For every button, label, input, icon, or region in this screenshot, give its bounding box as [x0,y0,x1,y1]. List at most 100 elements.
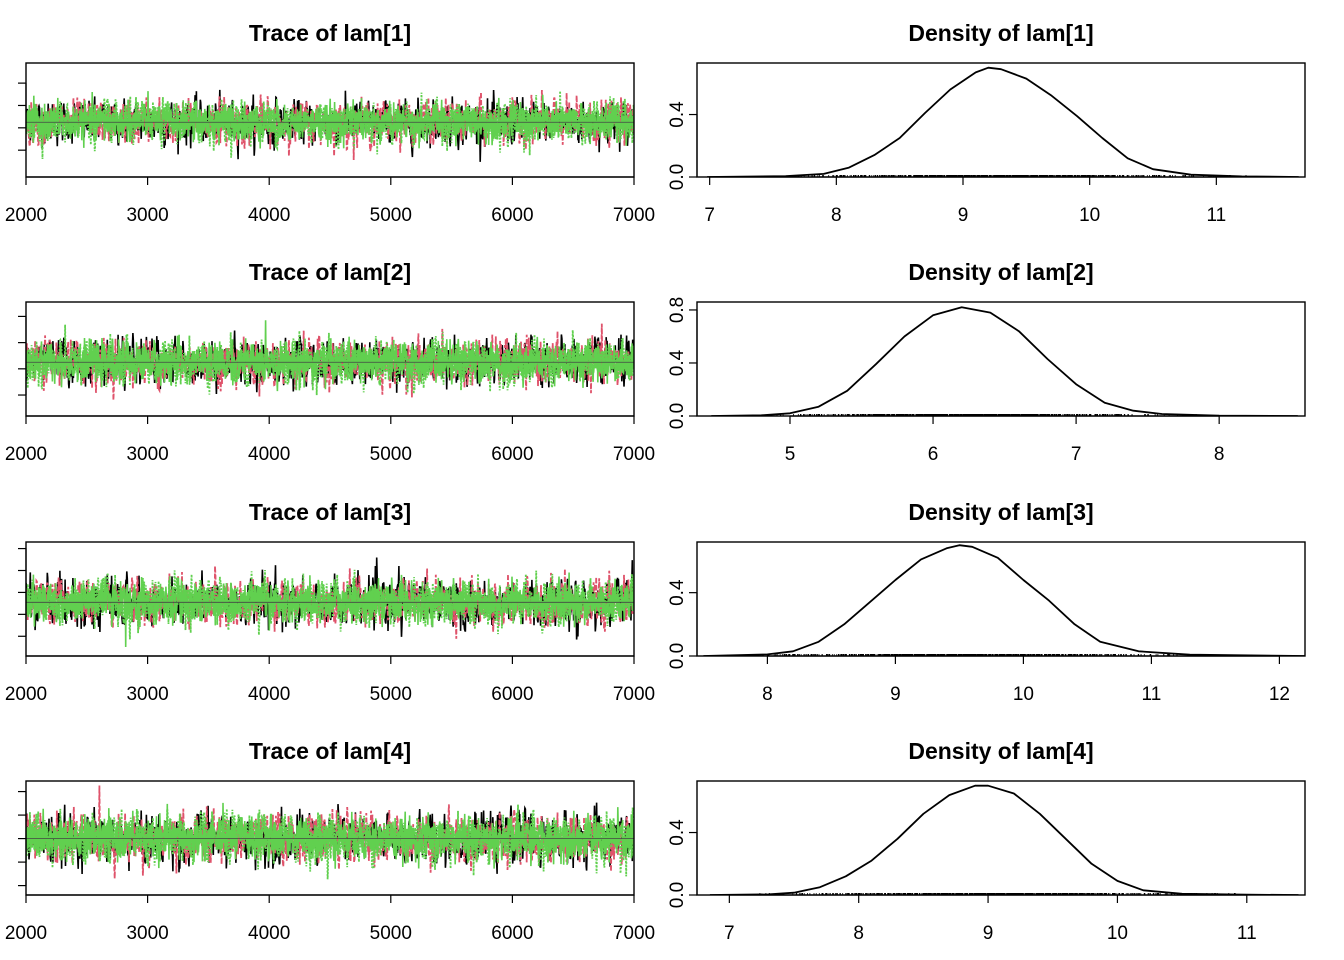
x-tick-label: 5000 [370,923,412,944]
x-tick-label: 8 [853,923,864,944]
y-axis [18,547,27,637]
x-tick-label: 4000 [248,205,290,226]
density-curve [707,66,1299,177]
panel-title: Trace of lam[2] [249,259,411,285]
x-axis: 5 6 7 8 [785,415,1225,465]
trace-overplot-chain-3 [26,802,634,869]
y-axis: 0.0 0.4 0.8 [667,297,698,429]
x-tick-label: 2000 [5,205,47,226]
plot-area [26,785,634,880]
x-tick-label: 10 [1107,923,1128,944]
x-tick-label: 11 [1206,205,1226,226]
y-tick-label: 0.4 [667,579,688,606]
density-curve [711,306,1298,416]
y-tick-label: 0.8 [667,297,688,323]
plot-area [26,89,634,162]
x-tick-label: 4000 [248,684,290,705]
x-tick-label: 10 [1079,205,1100,226]
x-tick-label: 4000 [248,444,290,465]
plot-area [697,784,1305,895]
x-axis: 7 8 9 10 11 [704,176,1226,226]
y-axis: 0.0 0.4 [667,579,698,669]
x-tick-label: 6000 [491,923,533,944]
panel-title: Density of lam[4] [908,738,1093,764]
plot-area [26,320,634,401]
x-tick-label: 2000 [5,923,47,944]
x-tick-label: 7000 [613,923,655,944]
y-tick-label: 0.4 [667,819,688,846]
y-tick-label: 0.0 [667,643,688,669]
panel-title: Trace of lam[3] [249,499,411,525]
y-tick-label: 0.0 [667,403,688,429]
plot-area [697,66,1305,177]
density-curve [703,544,1305,656]
y-tick-label: 0.0 [667,882,688,908]
y-axis [18,315,27,396]
x-tick-label: 3000 [126,923,168,944]
y-axis: 0.0 0.4 [667,819,698,908]
x-axis: 8 9 10 11 12 [762,655,1290,705]
x-tick-label: 7000 [613,205,655,226]
x-tick-label: 5000 [370,205,412,226]
x-axis: 2000 3000 4000 5000 6000 7000 [5,894,655,944]
x-tick-label: 6000 [491,205,533,226]
x-tick-label: 2000 [5,444,47,465]
x-tick-label: 7000 [613,444,655,465]
plot-area [697,544,1305,656]
x-axis: 2000 3000 4000 5000 6000 7000 [5,176,655,226]
x-tick-label: 7000 [613,684,655,705]
x-tick-label: 8 [831,205,842,226]
x-tick-label: 12 [1269,684,1290,705]
x-axis: 7 8 9 10 11 [724,894,1257,944]
x-tick-label: 4000 [248,923,290,944]
x-tick-label: 11 [1237,923,1257,944]
panel-density-of-lam-1: Density of lam[1] 7 8 9 10 11 0.0 0.4 [667,20,1306,226]
x-tick-label: 6000 [491,444,533,465]
x-tick-label: 3000 [126,444,168,465]
x-tick-label: 7 [704,205,715,226]
panel-title: Density of lam[2] [908,259,1093,285]
x-tick-label: 8 [762,684,773,705]
x-tick-label: 5000 [370,444,412,465]
y-tick-label: 0.4 [667,101,688,128]
y-axis: 0.0 0.4 [667,101,698,190]
y-tick-label: 0.0 [667,164,688,190]
x-tick-label: 3000 [126,684,168,705]
plot-area [697,306,1305,416]
x-tick-label: 5 [785,444,796,465]
x-tick-label: 2000 [5,684,47,705]
x-axis: 2000 3000 4000 5000 6000 7000 [5,415,655,465]
x-tick-label: 10 [1013,684,1034,705]
panel-density-of-lam-2: Density of lam[2] 5 6 7 8 0.0 0.4 0.8 [667,259,1306,465]
x-tick-label: 8 [1214,444,1225,465]
x-tick-label: 9 [958,205,969,226]
x-tick-label: 11 [1142,684,1162,705]
x-tick-label: 6000 [491,684,533,705]
y-tick-label: 0.4 [667,349,688,376]
panel-trace-of-lam-4: Trace of lam[4] 2000 3000 4000 5000 6000 7000 [5,738,655,944]
x-tick-label: 6 [928,444,939,465]
x-tick-label: 9 [890,684,901,705]
x-tick-label: 9 [983,923,994,944]
x-axis: 2000 3000 4000 5000 6000 7000 [5,655,655,705]
density-curve [709,784,1299,895]
x-tick-label: 7 [1071,444,1082,465]
panel-title: Trace of lam[4] [249,738,411,764]
trace-overplot-chain-3 [26,320,634,392]
panel-title: Density of lam[1] [908,20,1093,46]
trace-overplot-chain-3 [26,91,634,149]
x-tick-label: 3000 [126,205,168,226]
x-tick-label: 7 [724,923,735,944]
panel-trace-of-lam-2: Trace of lam[2] 2000 3000 4000 5000 6000 7000 [5,259,655,465]
panel-trace-of-lam-1: Trace of lam[1] 2000 3000 4000 5000 6000 7000 [5,20,655,226]
panel-title: Trace of lam[1] [249,20,411,46]
y-axis [18,790,27,887]
plot-area [26,557,634,648]
panel-density-of-lam-4: Density of lam[4] 7 8 9 10 11 0.0 0.4 [667,738,1306,944]
panel-title: Density of lam[3] [908,499,1093,525]
x-tick-label: 5000 [370,684,412,705]
y-axis [18,82,27,151]
trace-overplot-chain-3 [26,572,634,648]
panel-trace-of-lam-3: Trace of lam[3] 2000 3000 4000 5000 6000 7000 [5,499,655,705]
panel-density-of-lam-3: Density of lam[3] 8 9 10 11 12 0.0 0.4 [667,499,1306,705]
